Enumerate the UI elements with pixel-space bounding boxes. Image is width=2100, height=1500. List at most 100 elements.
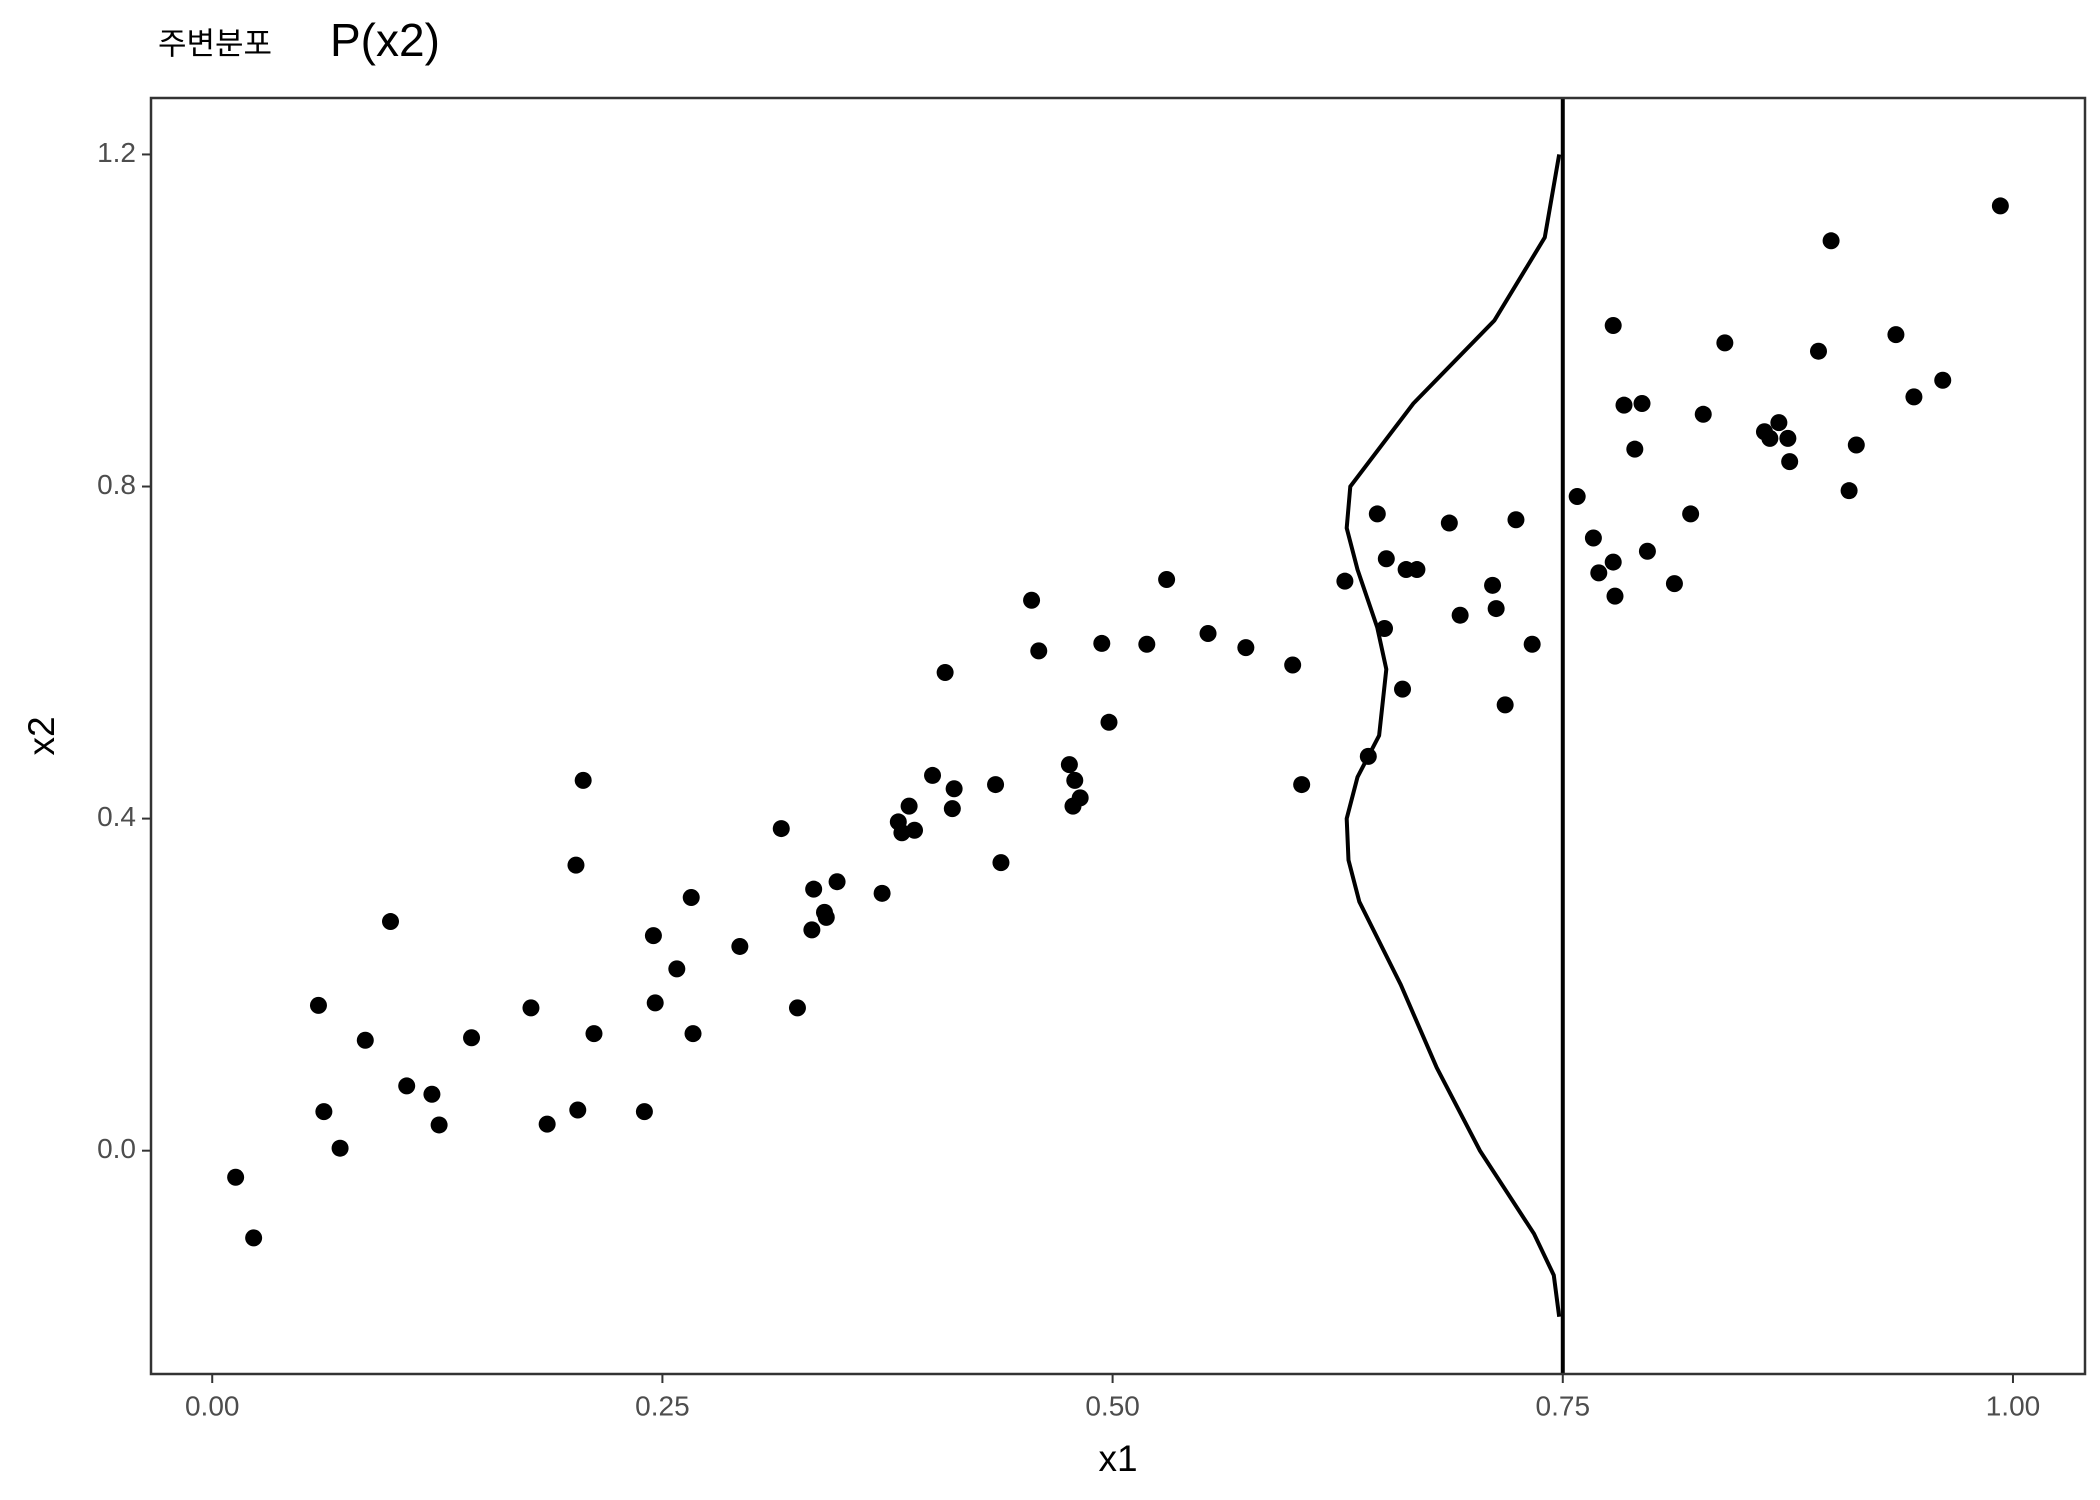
point [1779, 429, 1797, 447]
point [1484, 576, 1502, 594]
point [1284, 656, 1302, 674]
point [803, 921, 821, 939]
point [1523, 635, 1541, 653]
point [788, 999, 806, 1017]
point [1822, 232, 1840, 250]
point [1991, 197, 2009, 215]
point [906, 821, 924, 839]
point [635, 1103, 653, 1121]
point [1023, 591, 1041, 609]
point [893, 824, 911, 842]
point [315, 1103, 333, 1121]
point [1066, 771, 1084, 789]
point [1138, 635, 1156, 653]
point [567, 856, 585, 874]
y-tick-label: 0.4 [97, 801, 136, 832]
point [1934, 371, 1952, 389]
point [309, 996, 327, 1014]
point [245, 1229, 263, 1247]
plot-border [149, 96, 2087, 1376]
point [684, 1025, 702, 1043]
point [1905, 388, 1923, 406]
point [538, 1115, 556, 1133]
point [1199, 624, 1217, 642]
point [805, 880, 823, 898]
point [1665, 575, 1683, 593]
point [463, 1029, 481, 1047]
point [936, 663, 954, 681]
point [522, 999, 540, 1017]
point [574, 771, 592, 789]
x-tick-label: 0.00 [185, 1390, 240, 1421]
point [1568, 487, 1586, 505]
x-tick-label: 0.25 [635, 1390, 690, 1421]
point [924, 766, 942, 784]
y-axis-title: x2 [21, 716, 62, 755]
y-tick-label: 0.8 [97, 469, 136, 500]
point [1158, 571, 1176, 589]
point [1633, 395, 1651, 413]
point [731, 937, 749, 955]
point [1584, 529, 1602, 547]
point [1682, 505, 1700, 523]
point [430, 1116, 448, 1134]
density-curve [1344, 154, 1562, 1317]
chart-title: 주변분포 [158, 27, 272, 63]
point [1606, 587, 1624, 605]
point [1451, 606, 1469, 624]
point [644, 927, 662, 945]
point [1368, 505, 1386, 523]
point [945, 780, 963, 798]
chart-title-formula: P(x2) [330, 14, 440, 66]
point [1590, 564, 1608, 582]
point [1615, 396, 1633, 414]
point [682, 888, 700, 906]
point [1100, 713, 1118, 731]
point [668, 960, 686, 978]
point [1840, 482, 1858, 500]
point [1394, 680, 1412, 698]
point [1293, 776, 1311, 794]
point [828, 873, 846, 891]
point [1408, 561, 1426, 579]
point [1781, 453, 1799, 471]
point [900, 797, 918, 815]
x-axis-title: x1 [1098, 1438, 1137, 1479]
point [1336, 572, 1354, 590]
point [1761, 429, 1779, 447]
x-tick-label: 1.00 [1986, 1390, 2041, 1421]
point [1071, 789, 1089, 807]
point [1716, 334, 1734, 352]
point [1507, 511, 1525, 529]
y-tick-label: 0.0 [97, 1133, 136, 1164]
point [331, 1139, 349, 1157]
point [1237, 639, 1255, 657]
point [1030, 642, 1048, 660]
point [1604, 553, 1622, 571]
point [1604, 316, 1622, 334]
point [1060, 756, 1078, 774]
point [646, 994, 664, 1012]
point [1487, 600, 1505, 618]
point [992, 854, 1010, 872]
point [1887, 326, 1905, 344]
point [1847, 436, 1865, 454]
y-tick-label: 1.2 [97, 137, 136, 168]
point [873, 884, 891, 902]
point [381, 913, 399, 931]
point [423, 1085, 441, 1103]
point [585, 1025, 603, 1043]
point [356, 1031, 374, 1049]
point [1377, 550, 1395, 568]
point [398, 1077, 416, 1095]
point [1638, 542, 1656, 560]
point [943, 800, 961, 818]
point [817, 908, 835, 926]
point [987, 776, 1005, 794]
point [227, 1168, 245, 1186]
point [1440, 514, 1458, 532]
point [1093, 634, 1111, 652]
point [772, 820, 790, 838]
x-tick-label: 0.75 [1536, 1390, 1591, 1421]
